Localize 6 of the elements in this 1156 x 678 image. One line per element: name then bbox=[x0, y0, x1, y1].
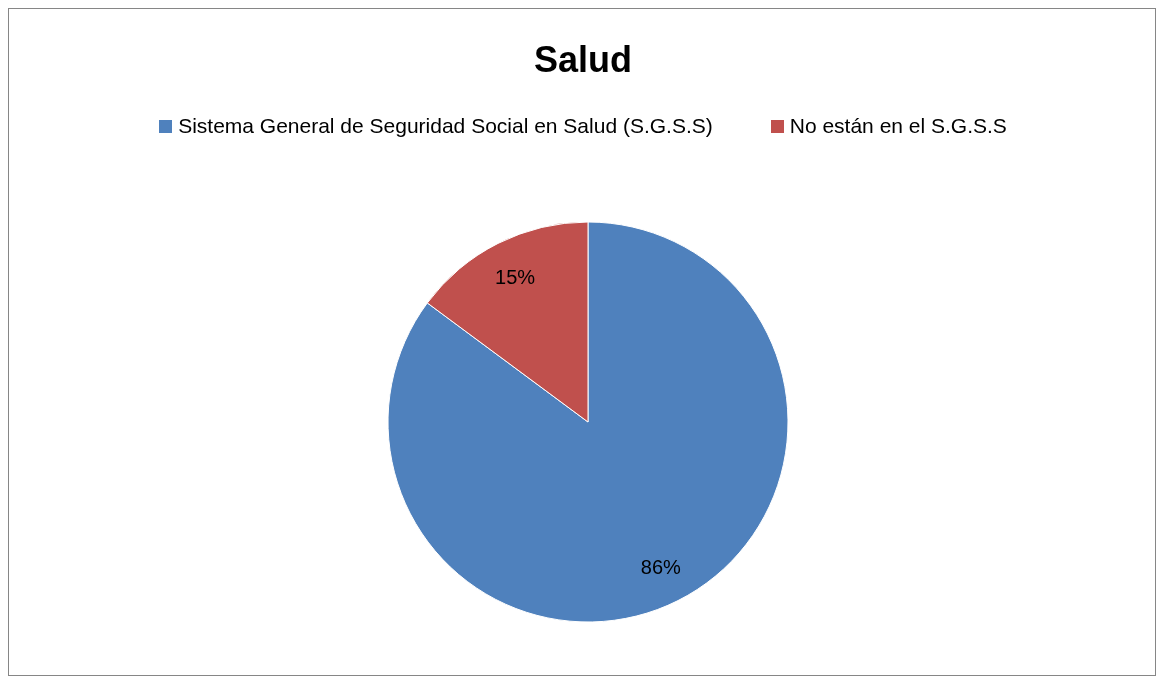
chart-title: Salud bbox=[533, 39, 633, 81]
legend-label: Sistema General de Seguridad Social en Salud (S.G.S.S) bbox=[178, 114, 713, 138]
legend-label: No están en el S.G.S.S bbox=[789, 114, 1007, 138]
pie-slice bbox=[387, 221, 789, 623]
data-label: 86% bbox=[640, 555, 682, 578]
data-label: 15% bbox=[495, 266, 536, 289]
